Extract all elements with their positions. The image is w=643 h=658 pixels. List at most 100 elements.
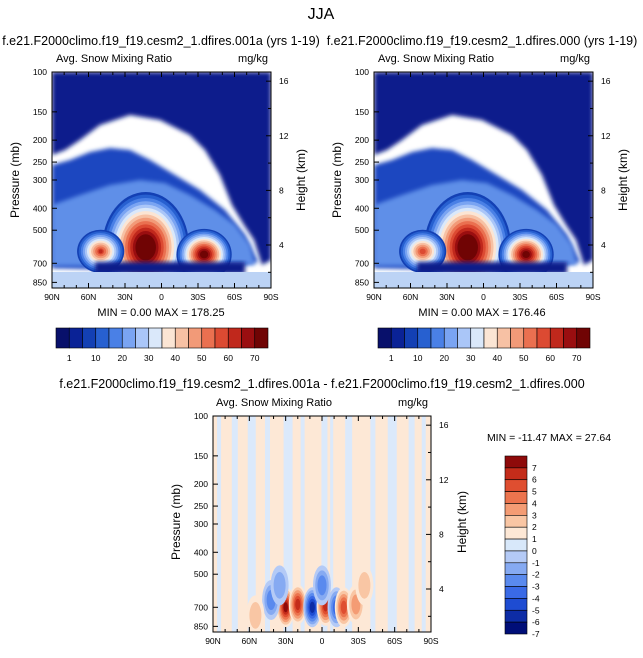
colorbar-box xyxy=(148,327,163,349)
contour-level xyxy=(419,248,426,255)
x-tick-label: 60S xyxy=(227,292,242,302)
figure-title: JJA xyxy=(308,6,335,23)
panel-2-surface-band xyxy=(374,272,593,288)
colorbar-box xyxy=(417,327,432,349)
x-tick-label: 60S xyxy=(549,292,564,302)
colorbar-label: -1 xyxy=(532,558,540,568)
stripe xyxy=(370,416,376,632)
contour-level xyxy=(460,237,476,258)
anomaly-level xyxy=(295,598,301,611)
stripe xyxy=(247,416,256,632)
panel-3-subtitle-left: Avg. Snow Mixing Ratio xyxy=(216,397,332,409)
colorbar-label: 5 xyxy=(532,487,537,497)
panel-2-lower-band xyxy=(417,262,567,274)
y-tick-label: 850 xyxy=(194,621,208,631)
panel-1-subtitle-right: mg/kg xyxy=(238,53,268,65)
colorbar-box xyxy=(174,327,189,349)
colorbar-label: 30 xyxy=(144,353,154,363)
colorbar-label: -4 xyxy=(532,593,540,603)
colorbar-label: 10 xyxy=(91,353,101,363)
panel-1-surface-band xyxy=(52,272,271,288)
colorbar-box xyxy=(457,327,472,349)
y-tick-label: 150 xyxy=(194,451,208,461)
stripe xyxy=(283,416,293,632)
colorbar-box xyxy=(504,467,528,481)
y-tick-label: 100 xyxy=(194,411,208,421)
colorbar-label: 1 xyxy=(67,353,72,363)
panel-1-title: f.e21.F2000climo.f19_f19.cesm2_1.dfires.… xyxy=(2,34,320,48)
stripe xyxy=(300,416,305,632)
stripe xyxy=(421,416,426,632)
colorbar-box xyxy=(576,327,591,349)
anomaly-level xyxy=(358,572,371,599)
colorbar-label: 0 xyxy=(532,546,537,556)
y-tick-label: 150 xyxy=(355,107,369,117)
colorbar-box xyxy=(504,621,528,635)
colorbar-box xyxy=(404,327,419,349)
colorbar-label: 2 xyxy=(532,522,537,532)
colorbar-box xyxy=(549,327,564,349)
colorbar-box xyxy=(510,327,525,349)
panel-1-ticks: 90N 60N 30N 0 30S 60S 90S 100 150 200 250 300 400 500… xyxy=(33,67,289,302)
x-tick-label: 90N xyxy=(44,292,60,302)
colorbar-label: -3 xyxy=(532,582,540,592)
panel-1-colorbar: 1 10 20 30 40 50 60 70 xyxy=(55,327,269,363)
colorbar-label: 50 xyxy=(197,353,207,363)
x-tick-label: 60N xyxy=(81,292,97,302)
anomaly-level xyxy=(340,600,347,614)
stripe xyxy=(217,416,222,632)
colorbar-box xyxy=(504,574,528,587)
x-tick-label: 30N xyxy=(117,292,133,302)
contour-level xyxy=(201,252,207,257)
colorbar-box xyxy=(504,515,528,528)
colorbar-box xyxy=(504,586,528,599)
colorbar-label: 20 xyxy=(440,353,450,363)
y-tick-label: 200 xyxy=(194,479,208,489)
colorbar-label: 10 xyxy=(413,353,423,363)
colorbar-label: -5 xyxy=(532,605,540,615)
contour-level xyxy=(138,237,154,258)
colorbar-box xyxy=(430,327,445,349)
y-tick-label: 100 xyxy=(355,67,369,77)
stripe xyxy=(387,416,397,632)
colorbar-box xyxy=(108,327,123,349)
colorbar-box xyxy=(483,327,498,349)
panel-2: f.e21.F2000climo.f19_f19.cesm2_1.dfires.… xyxy=(327,34,638,363)
colorbar-box xyxy=(241,327,256,349)
stripe xyxy=(321,416,328,632)
panel-1: f.e21.F2000climo.f19_f19.cesm2_1.dfires.… xyxy=(2,34,320,363)
panel-1-dark-envelope xyxy=(52,72,271,265)
y-tick-right-label: 8 xyxy=(439,529,444,539)
colorbar-box xyxy=(504,598,528,611)
colorbar-box xyxy=(504,503,528,516)
colorbar-box xyxy=(536,327,551,349)
x-tick-label: 0 xyxy=(481,292,486,302)
x-tick-label: 90S xyxy=(263,292,278,302)
panel-3-field xyxy=(213,416,431,632)
colorbar-box xyxy=(377,327,392,349)
panel-3-stripes xyxy=(217,416,426,632)
colorbar-box xyxy=(523,327,538,349)
x-tick-label: 60N xyxy=(242,636,258,646)
panel-3-subtitle-right: mg/kg xyxy=(398,397,428,409)
y-tick-label: 400 xyxy=(355,203,369,213)
colorbar-box xyxy=(254,327,269,349)
x-tick-label: 30S xyxy=(190,292,205,302)
y-tick-right-label: 12 xyxy=(439,475,449,485)
colorbar-box xyxy=(82,327,97,349)
colorbar-box xyxy=(470,327,485,349)
panel-1-stats: MIN = 0.00 MAX = 178.25 xyxy=(97,307,224,319)
x-tick-label: 0 xyxy=(320,636,325,646)
colorbar-box xyxy=(214,327,229,349)
panel-3-ylabel-right: Height (km) xyxy=(455,491,469,553)
colorbar-label: -6 xyxy=(532,617,540,627)
y-tick-right-label: 16 xyxy=(279,76,289,86)
y-tick-label: 150 xyxy=(33,107,47,117)
colorbar-label: 1 xyxy=(389,353,394,363)
y-tick-right-label: 8 xyxy=(601,185,606,195)
colorbar-box xyxy=(504,526,528,540)
stripe xyxy=(408,416,415,632)
colorbar-box xyxy=(95,327,110,349)
y-tick-label: 700 xyxy=(33,258,47,268)
y-tick-right-label: 4 xyxy=(601,240,606,250)
